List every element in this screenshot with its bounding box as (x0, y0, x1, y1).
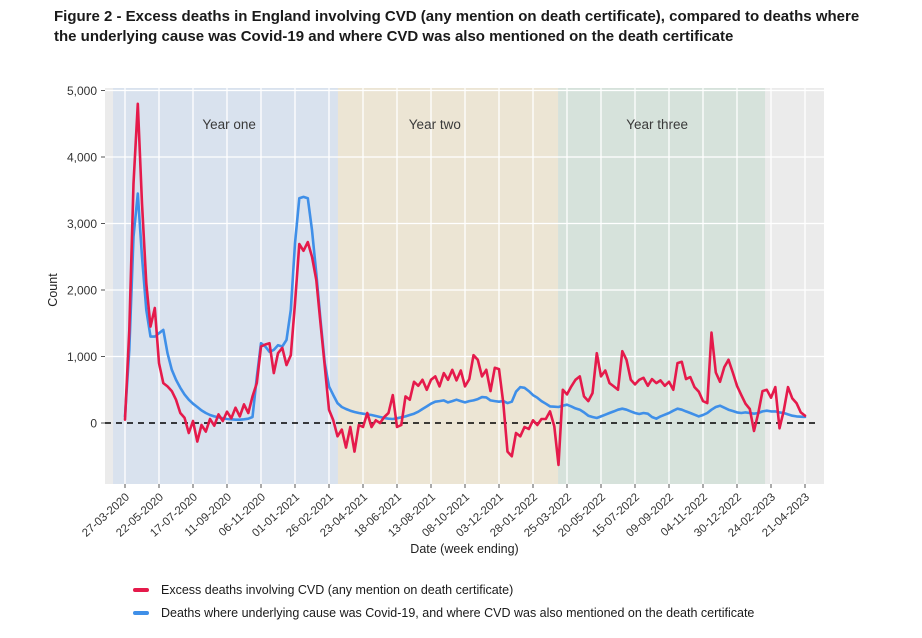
y-tick-label: 3,000 (67, 217, 97, 231)
y-tick-label: 4,000 (67, 151, 97, 165)
band-label-3: Year three (626, 117, 688, 132)
legend-swatch-blue-line (133, 611, 149, 615)
band-label-2: Year two (409, 117, 461, 132)
legend-label-excess-cvd: Excess deaths involving CVD (any mention… (161, 583, 514, 597)
chart-legend: Excess deaths involving CVD (any mention… (133, 583, 754, 629)
series-line-covid-cvd (123, 192, 807, 422)
y-tick-label: 2,000 (67, 284, 97, 298)
year-band-2 (337, 88, 559, 484)
legend-item-excess-cvd: Excess deaths involving CVD (any mention… (133, 583, 754, 597)
y-tick-label: 0 (90, 417, 97, 431)
figure-title: Figure 2 - Excess deaths in England invo… (54, 8, 860, 45)
legend-label-covid-cvd: Deaths where underlying cause was Covid-… (161, 606, 755, 620)
y-tick-label: 1,000 (67, 350, 97, 364)
x-axis-title: Date (week ending) (410, 542, 518, 556)
band-label-1: Year one (202, 117, 256, 132)
legend-swatch-red-line (133, 588, 149, 592)
y-axis-title: Count (46, 273, 60, 307)
series-line-excess-cvd (123, 102, 807, 467)
y-tick-label: 5,000 (67, 84, 97, 98)
year-band-3 (558, 88, 766, 484)
legend-item-covid-cvd: Deaths where underlying cause was Covid-… (133, 606, 754, 620)
